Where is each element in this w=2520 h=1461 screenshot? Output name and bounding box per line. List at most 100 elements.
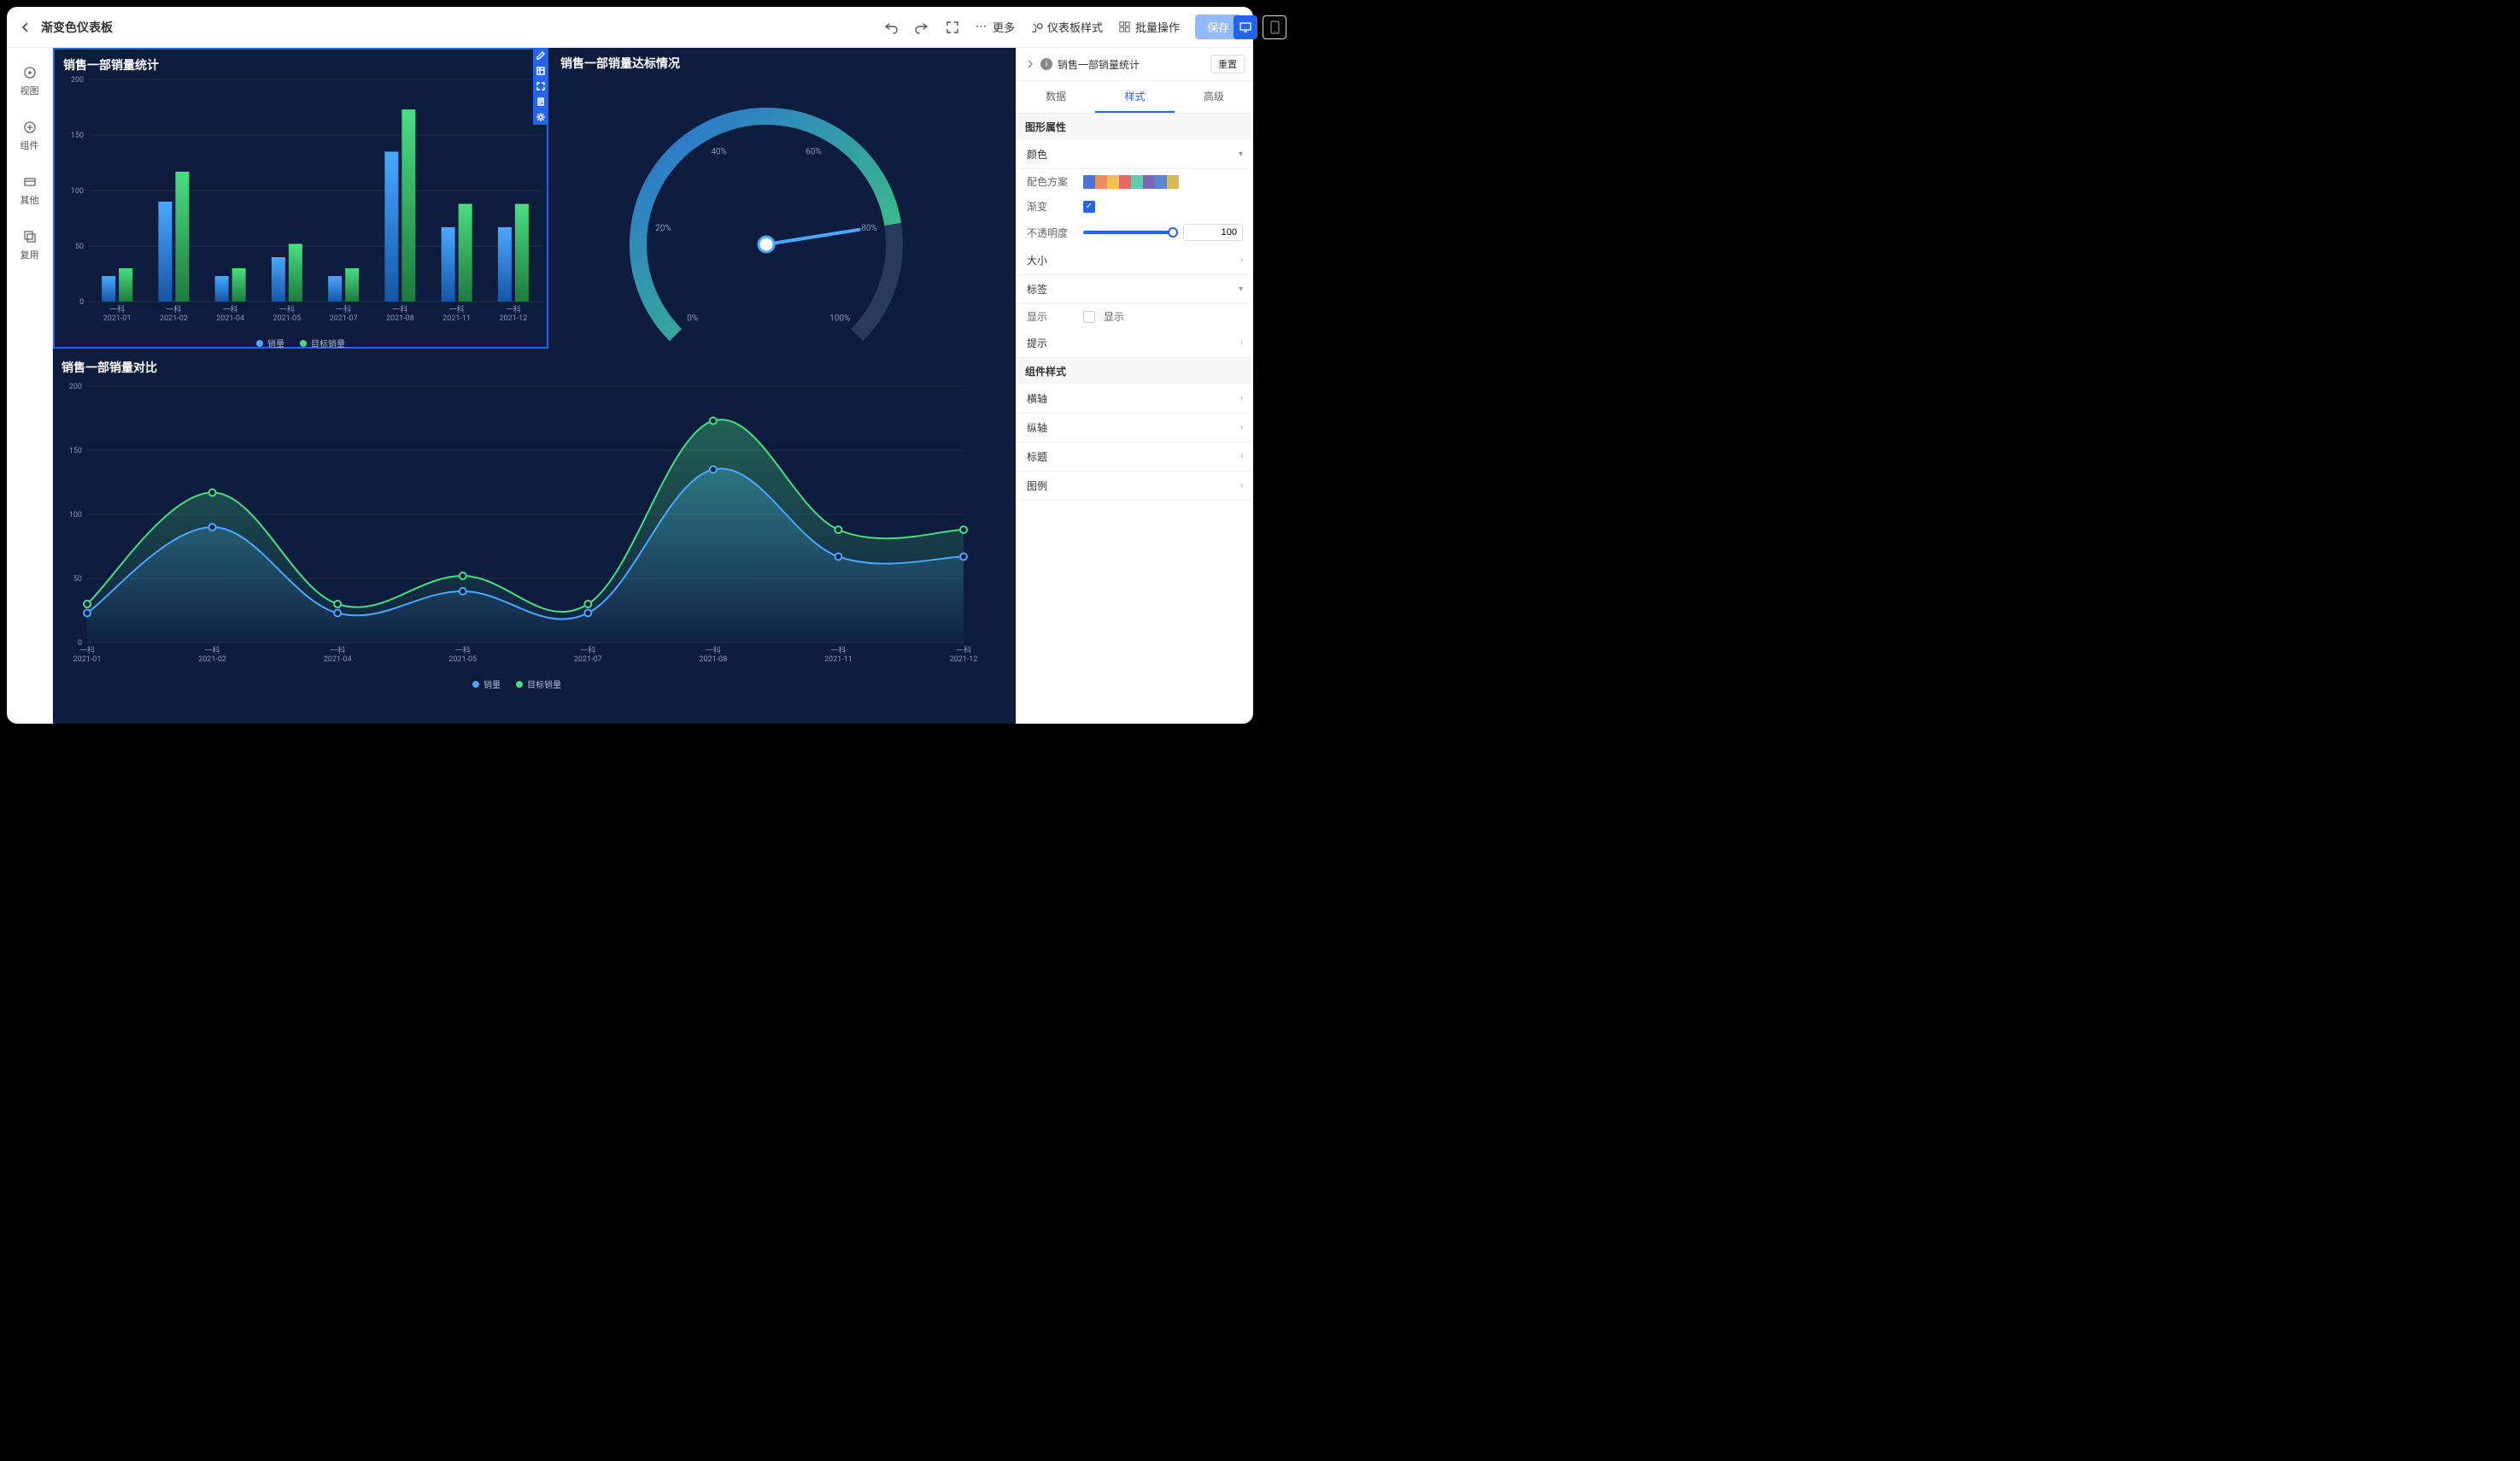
- line-legend: 销量 目标销量: [53, 676, 981, 695]
- svg-text:100: 100: [71, 187, 84, 196]
- svg-text:一科: 一科: [580, 645, 595, 655]
- svg-text:2021-11: 2021-11: [442, 314, 471, 323]
- row-yaxis[interactable]: 纵轴›: [1017, 414, 1253, 443]
- dashboard-style-button[interactable]: 仪表板样式: [1030, 19, 1103, 35]
- svg-text:2021-05: 2021-05: [273, 314, 301, 323]
- svg-text:一科: 一科: [455, 645, 471, 655]
- svg-text:一科: 一科: [166, 304, 181, 314]
- svg-text:2021-12: 2021-12: [499, 314, 527, 323]
- svg-text:150: 150: [69, 447, 82, 455]
- svg-text:一科: 一科: [109, 304, 125, 314]
- chevron-right-icon: ›: [1240, 394, 1243, 403]
- svg-text:50: 50: [75, 243, 84, 251]
- panel-title: 销售一部销量对比: [53, 352, 981, 378]
- batch-ops-button[interactable]: 批量操作: [1118, 19, 1180, 35]
- svg-text:2021-01: 2021-01: [103, 314, 132, 323]
- svg-text:2021-07: 2021-07: [574, 655, 602, 664]
- more-button[interactable]: ⋯更多: [976, 19, 1015, 35]
- svg-text:2021-12: 2021-12: [950, 655, 978, 664]
- section-component-style: 组件样式: [1017, 358, 1253, 384]
- svg-text:0: 0: [79, 298, 84, 307]
- back-icon[interactable]: [19, 21, 32, 34]
- row-legend[interactable]: 图例›: [1017, 472, 1253, 501]
- svg-text:2021-01: 2021-01: [73, 655, 102, 664]
- collapse-icon[interactable]: [1025, 59, 1035, 69]
- chevron-right-icon: ›: [1240, 338, 1243, 348]
- svg-text:2021-08: 2021-08: [699, 655, 727, 664]
- row-tooltip[interactable]: 提示›: [1017, 329, 1253, 358]
- svg-text:100: 100: [69, 511, 82, 519]
- svg-text:一科: 一科: [706, 645, 721, 655]
- row-title[interactable]: 标题›: [1017, 443, 1253, 472]
- tab-data[interactable]: 数据: [1017, 81, 1095, 113]
- chevron-right-icon: ›: [1240, 481, 1243, 490]
- measure-icon[interactable]: [533, 63, 548, 79]
- right-pane: i 销售一部销量统计 重置 数据 样式 高级 图形属性 颜色▾ 配色方案 渐变 …: [1016, 48, 1253, 724]
- reset-button[interactable]: 重置: [1210, 55, 1245, 73]
- left-dock: 视图 组件 其他 复用: [7, 48, 53, 724]
- chevron-down-icon: ▾: [1239, 150, 1243, 159]
- dashboard-canvas[interactable]: 销售一部销量统计 050100150200一科2021-01一科2021-02一…: [53, 48, 1016, 724]
- settings-icon[interactable]: [533, 109, 548, 125]
- topbar: 渐变色仪表板 ⋯更多 仪表板样式 批量操作 保存: [7, 7, 1253, 48]
- svg-text:2021-02: 2021-02: [198, 655, 226, 664]
- row-label[interactable]: 标签▾: [1017, 275, 1253, 304]
- show-checkbox[interactable]: ✓: [1083, 311, 1095, 323]
- rp-breadcrumb: i 销售一部销量统计 重置: [1017, 48, 1253, 81]
- panel-gauge[interactable]: 销售一部销量达标情况 0%20%40%60%80%100%: [552, 48, 981, 349]
- svg-text:0%: 0%: [687, 314, 698, 323]
- line-chart: 050100150200一科2021-01一科2021-02一科2021-04一…: [53, 378, 981, 672]
- svg-text:一科: 一科: [830, 645, 846, 655]
- svg-text:40%: 40%: [711, 147, 727, 156]
- svg-text:200: 200: [71, 76, 84, 85]
- device-switch: [1234, 15, 1253, 39]
- svg-text:2021-02: 2021-02: [160, 314, 188, 323]
- row-palette: 配色方案: [1017, 169, 1253, 194]
- svg-text:2021-11: 2021-11: [824, 655, 853, 664]
- redo-icon[interactable]: [914, 20, 929, 35]
- dock-reuse[interactable]: 复用: [7, 220, 52, 275]
- svg-text:一科: 一科: [223, 304, 238, 314]
- tab-advanced[interactable]: 高级: [1175, 81, 1253, 113]
- svg-text:一科: 一科: [205, 645, 220, 655]
- opacity-input[interactable]: [1183, 224, 1243, 241]
- svg-text:一科: 一科: [956, 645, 971, 655]
- expand-icon[interactable]: [533, 79, 548, 94]
- page-icon[interactable]: [533, 94, 548, 109]
- svg-text:2021-04: 2021-04: [324, 655, 352, 664]
- dock-other[interactable]: 其他: [7, 166, 52, 220]
- rp-title: 销售一部销量统计: [1058, 57, 1140, 72]
- opacity-slider[interactable]: [1083, 231, 1176, 234]
- svg-text:2021-08: 2021-08: [386, 314, 414, 323]
- dock-component[interactable]: 组件: [7, 111, 52, 166]
- chevron-right-icon: ›: [1240, 452, 1243, 461]
- row-color[interactable]: 颜色▾: [1017, 140, 1253, 169]
- svg-text:60%: 60%: [806, 147, 822, 156]
- edit-icon[interactable]: [533, 48, 548, 63]
- svg-text:2021-05: 2021-05: [448, 655, 477, 664]
- svg-text:一科: 一科: [279, 304, 295, 314]
- svg-text:80%: 80%: [861, 224, 877, 233]
- row-opacity: 不透明度: [1017, 219, 1253, 246]
- gauge-chart: 0%20%40%60%80%100%: [552, 73, 981, 347]
- chevron-right-icon: ›: [1240, 255, 1243, 265]
- svg-text:200: 200: [69, 383, 82, 391]
- row-xaxis[interactable]: 横轴›: [1017, 384, 1253, 414]
- row-size[interactable]: 大小›: [1017, 246, 1253, 275]
- undo-icon[interactable]: [883, 20, 899, 35]
- desktop-mode-button[interactable]: [1234, 15, 1253, 39]
- rp-tabs: 数据 样式 高级: [1017, 81, 1253, 114]
- svg-text:一科: 一科: [330, 645, 345, 655]
- bar-chart: 050100150200一科2021-01一科2021-02一科2021-04一…: [55, 75, 550, 332]
- chevron-down-icon: ▾: [1239, 285, 1243, 294]
- panel-line-chart[interactable]: 销售一部销量对比 050100150200一科2021-01一科2021-02一…: [53, 352, 981, 694]
- dock-view[interactable]: 视图: [7, 56, 52, 111]
- gradient-checkbox[interactable]: ✓: [1083, 201, 1095, 213]
- fullscreen-icon[interactable]: [945, 20, 960, 35]
- tab-style[interactable]: 样式: [1095, 81, 1174, 113]
- panel-bar-chart[interactable]: 销售一部销量统计 050100150200一科2021-01一科2021-02一…: [53, 48, 548, 349]
- palette-swatches[interactable]: [1083, 175, 1179, 189]
- svg-text:一科: 一科: [506, 304, 521, 314]
- svg-text:一科: 一科: [336, 304, 351, 314]
- svg-text:2021-04: 2021-04: [216, 314, 244, 323]
